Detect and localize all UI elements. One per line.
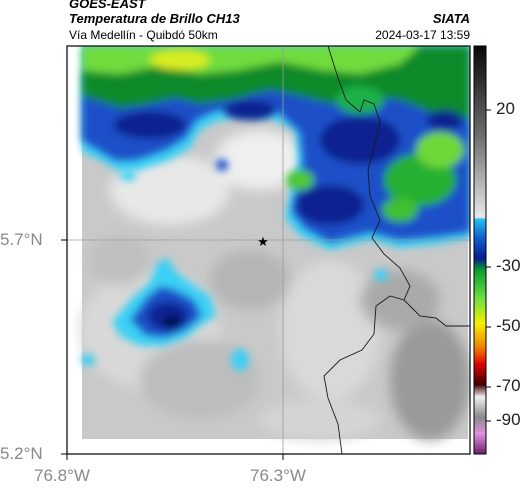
product-title: Temperatura de Brillo CH13 xyxy=(69,11,240,26)
timestamp-label: 2024-03-17 13:59 xyxy=(375,28,470,42)
colorbar-tick-label: -30 xyxy=(496,256,521,275)
border-line xyxy=(327,46,470,327)
colorbar xyxy=(473,45,487,455)
satellite-title: GOES-EAST xyxy=(69,0,146,11)
route-label: Vía Medellín - Quibdó 50km xyxy=(69,28,218,42)
border-line xyxy=(323,295,405,454)
colorbar-tick-label: -70 xyxy=(496,376,521,395)
source-label: SIATA xyxy=(432,11,470,26)
lon-tick-label: 76.3°W xyxy=(250,466,306,485)
colorbar-tick-label: -50 xyxy=(496,316,521,335)
star-icon: ★ xyxy=(257,235,269,250)
colorbar-tick-label: 20 xyxy=(496,99,515,118)
lon-tick-label: 76.8°W xyxy=(34,466,90,485)
lat-tick-label: 5.7°N xyxy=(0,230,43,249)
lat-tick-label: 5.2°N xyxy=(0,444,43,463)
colorbar-tick-label: -90 xyxy=(496,410,521,429)
imagery-layer xyxy=(67,46,470,454)
map-frame xyxy=(66,45,471,455)
